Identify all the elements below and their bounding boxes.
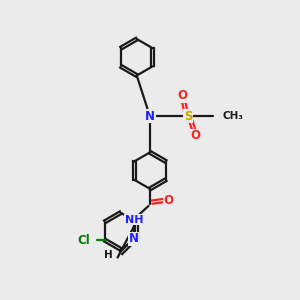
Text: NH: NH xyxy=(124,215,143,225)
Text: O: O xyxy=(177,89,188,102)
Text: S: S xyxy=(184,110,193,123)
Text: CH₃: CH₃ xyxy=(222,111,243,121)
Text: N: N xyxy=(145,110,155,123)
Text: O: O xyxy=(164,194,174,207)
Text: Cl: Cl xyxy=(77,234,90,247)
Text: O: O xyxy=(190,129,201,142)
Text: H: H xyxy=(103,250,112,260)
Text: N: N xyxy=(129,232,139,245)
